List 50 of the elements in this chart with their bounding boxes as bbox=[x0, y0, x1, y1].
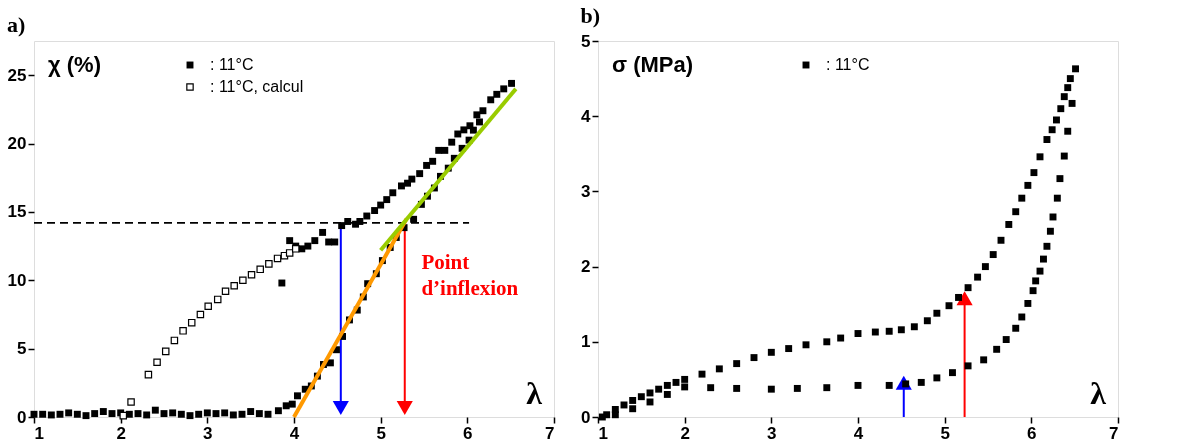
x-tick-label: 1 bbox=[34, 423, 44, 443]
x-tick-label: 7 bbox=[1109, 423, 1119, 443]
legend-label: : 11°C bbox=[210, 56, 254, 73]
x-tick-label: 2 bbox=[680, 423, 690, 443]
x-tick-label: 2 bbox=[116, 423, 126, 443]
x-tick-label: 5 bbox=[940, 423, 950, 443]
y-tick-label: 3 bbox=[581, 181, 591, 201]
x-tick-label: 4 bbox=[289, 423, 300, 443]
point bbox=[256, 265, 264, 274]
x-tick-label: 6 bbox=[463, 423, 473, 443]
point bbox=[179, 327, 187, 335]
y-tick-label: 10 bbox=[7, 270, 27, 290]
x-tick-label: 6 bbox=[1027, 423, 1037, 443]
point bbox=[213, 295, 222, 304]
x-tick-label: 7 bbox=[545, 423, 555, 443]
x-tick-label: 5 bbox=[376, 423, 386, 443]
y-tick-label: 5 bbox=[17, 339, 27, 359]
y-tick-label: 15 bbox=[7, 202, 27, 222]
point bbox=[187, 318, 196, 327]
y-axis-title: σ (MPa) bbox=[612, 52, 694, 77]
annotation: Point d’inflexion bbox=[421, 249, 519, 300]
point bbox=[265, 260, 273, 268]
point bbox=[204, 302, 212, 311]
y-tick-label: 0 bbox=[581, 407, 591, 427]
point bbox=[221, 287, 230, 295]
legend-label: : 11°C, calcul bbox=[210, 78, 304, 95]
chart-title: b) bbox=[580, 3, 601, 28]
y-tick-label: 20 bbox=[7, 134, 27, 154]
legend-label: : 11°C bbox=[826, 56, 870, 73]
x-axis-title: λ bbox=[526, 375, 543, 411]
x-tick-label: 1 bbox=[598, 423, 608, 443]
y-tick-label: 2 bbox=[581, 257, 591, 277]
chart-title: a) bbox=[7, 12, 26, 37]
y-tick-label: 25 bbox=[7, 65, 27, 85]
point bbox=[161, 347, 170, 356]
y-axis-title: χ (%) bbox=[48, 52, 101, 77]
point bbox=[127, 398, 135, 406]
y-tick-label: 1 bbox=[581, 332, 591, 352]
y-tick-label: 4 bbox=[581, 106, 592, 126]
point bbox=[247, 271, 256, 279]
point bbox=[153, 358, 161, 367]
point bbox=[285, 249, 294, 257]
point bbox=[230, 281, 238, 290]
x-tick-label: 3 bbox=[767, 423, 777, 443]
point bbox=[239, 276, 247, 285]
y-tick-label: 0 bbox=[17, 407, 27, 427]
x-axis-title: λ bbox=[1090, 375, 1107, 411]
x-tick-label: 4 bbox=[853, 423, 864, 443]
y-tick-label: 5 bbox=[581, 31, 591, 51]
x-tick-label: 3 bbox=[203, 423, 213, 443]
